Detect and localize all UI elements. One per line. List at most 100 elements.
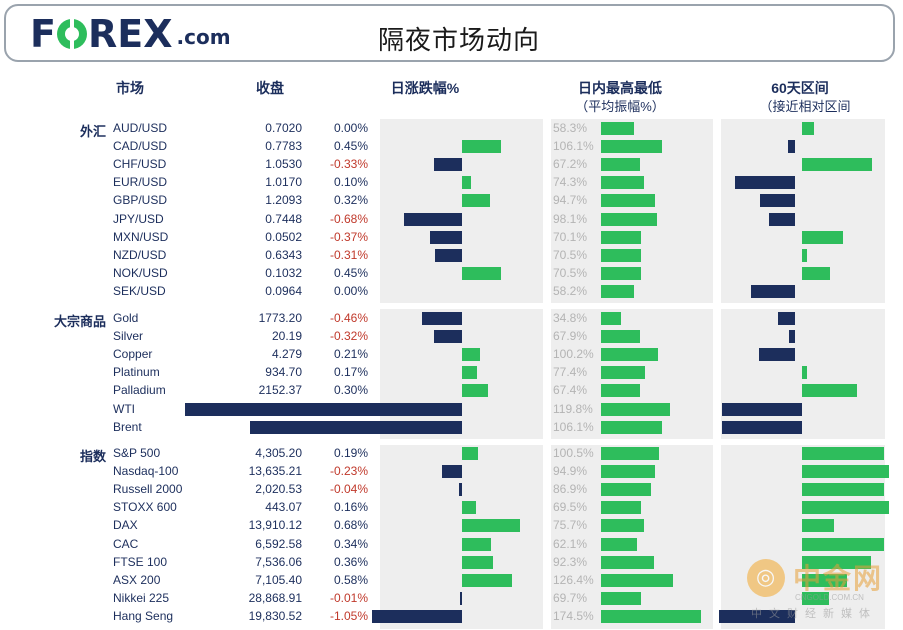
row-close: 0.7020 [265,121,302,135]
range-bar [601,230,642,244]
row-range-text: 106.1% [553,139,594,154]
row-label: Hang Seng [113,608,174,623]
row-label: NZD/USD [113,247,167,262]
range-bar [601,284,635,298]
row-label: WTI [113,401,135,416]
row-range-text: 86.9% [553,482,588,497]
row-range-text: 34.8% [553,311,588,325]
row-label: EUR/USD [113,175,168,190]
change-bar [462,519,521,533]
range-bar [601,140,662,154]
change-bar [462,555,493,569]
row-range-text: 74.3% [553,175,588,190]
col-range60-sub: （接近相对区间 [759,99,851,114]
change-bar [462,366,477,380]
range60-bar [802,519,835,533]
col-intraday-sub: （平均振幅%） [575,99,665,114]
row-label: Palladium [113,383,166,398]
range-bar [601,420,662,434]
range60-bar [768,212,795,226]
range60-bar [750,284,795,298]
row-range-text: 70.5% [553,247,588,262]
range-bar [601,402,670,416]
row-range-text: 70.1% [553,229,588,244]
range60-bar [802,591,829,605]
row-label: Russell 2000 [113,482,183,497]
range-bar [601,573,674,587]
row-close: 0.0964 [265,283,302,298]
row-range-text: 62.1% [553,536,588,551]
row-close: 0.1032 [265,265,302,280]
row-change: 0.16% [333,500,368,515]
row-change: -0.33% [329,157,368,172]
watermark-sub: 中文财经新媒体 [751,608,877,620]
row-label: AUD/USD [113,121,168,135]
row-change: 0.58% [333,572,368,587]
logo-o-icon [56,17,87,51]
change-bar [185,402,462,416]
range60-bar [718,609,795,623]
row-close: 1773.20 [258,311,302,325]
row-close: 4.279 [271,347,302,362]
range60-bar [759,348,795,362]
row-change: -0.04% [329,482,368,497]
row-change: -0.01% [329,590,368,605]
row-range-text: 174.5% [553,608,594,623]
change-bar [433,158,462,172]
range-bar [601,158,640,172]
range-bar [601,312,621,325]
change-bar [462,447,479,460]
change-bar [462,176,471,190]
row-change: 0.00% [333,283,368,298]
row-change: -0.68% [329,211,368,226]
change-bar [462,266,501,280]
row-change: 0.21% [333,347,368,362]
row-label: JPY/USD [113,211,164,226]
row-change: -0.23% [329,464,368,479]
row-close: 20.19 [271,329,302,344]
page-title: 隔夜市场动向 [378,25,541,55]
range-bar [601,348,659,362]
row-close: 7,105.40 [255,572,302,587]
change-bar [462,573,512,587]
range60-bar [802,573,847,587]
row-close: 0.0502 [265,229,302,244]
row-label: ASX 200 [113,572,161,587]
range60-bar [802,555,872,569]
range-bar [601,212,658,226]
row-close: 0.6343 [265,247,302,262]
header-box: F REX .com 隔夜市场动向 [4,4,895,62]
range-bar [601,447,659,460]
range-bar [601,465,656,479]
range60-bar [802,483,884,497]
logo-right: REX [87,12,173,56]
range-bar [601,483,651,497]
row-label: MXN/USD [113,229,169,244]
row-range-text: 69.5% [553,500,588,515]
range60-bar [802,501,890,515]
row-close: 28,868.91 [248,590,302,605]
range-bar [601,537,637,551]
row-range-text: 67.2% [553,157,588,172]
range-bar [601,194,656,208]
range60-bar [734,176,795,190]
row-label: SEK/USD [113,283,166,298]
range60-bar [787,140,795,154]
range-bar [601,591,641,605]
col-market: 市场 [116,80,144,96]
logo-left: F [30,12,56,56]
range60-bar [802,465,890,479]
row-range-text: 58.2% [553,283,588,298]
logo-suffix: .com [176,25,231,49]
range-bar [601,384,640,398]
row-range-text: 67.4% [553,383,588,398]
range60-bar [802,248,808,262]
col-range60: 60天区间 [771,80,829,96]
row-range-text: 98.1% [553,211,588,226]
watermark-url: CNGOLD.COM.CN [795,593,864,602]
row-close: 934.70 [265,365,302,380]
change-bar [458,483,462,497]
range-bar [601,519,645,533]
row-change: 0.19% [333,446,368,460]
range-bar [601,266,642,280]
